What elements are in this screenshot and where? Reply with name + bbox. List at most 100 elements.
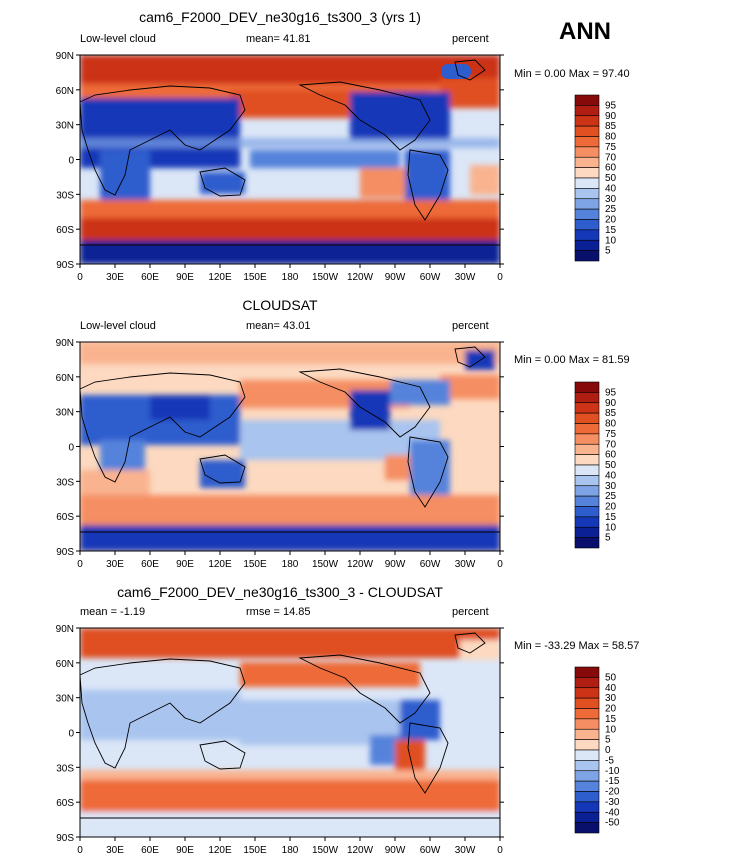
panel-3-coastlines	[79, 632, 500, 819]
panel-3-map	[80, 628, 500, 837]
lon-tick-label: 180	[282, 845, 299, 856]
lon-tick-label: 90E	[176, 845, 194, 856]
colorbar-label: 75	[605, 142, 617, 153]
lat-tick-label: 0	[68, 729, 74, 740]
colorbar-label: -5	[605, 755, 614, 766]
panel-1-units-label: percent	[452, 33, 489, 45]
lat-tick-label: 0	[68, 443, 74, 454]
lon-tick-label: 150W	[312, 845, 339, 856]
lon-tick-label: 30W	[455, 559, 476, 570]
colorbar-swatch	[574, 250, 600, 262]
colorbar-label: 15	[605, 512, 617, 523]
lat-tick-label: 60S	[56, 225, 74, 236]
colorbar-swatch	[574, 156, 600, 168]
colorbar-label: 80	[605, 419, 617, 430]
lon-tick-label: 0	[77, 845, 83, 856]
colorbar-swatch	[574, 739, 600, 751]
colorbar-label: -10	[605, 766, 620, 777]
colorbar-swatch	[574, 219, 600, 231]
lat-tick-label: 60S	[56, 798, 74, 809]
panel-1-coastlines	[79, 59, 500, 246]
panel-3-minmax: Min = -33.29 Max = 58.57	[514, 640, 640, 652]
colorbar-label: 5	[605, 246, 611, 257]
panel-3-rmse-label: rmse = 14.85	[246, 606, 311, 618]
lon-tick-label: 120E	[208, 845, 232, 856]
panel-2-map	[80, 342, 500, 551]
panel-2-variable-label: Low-level cloud	[80, 320, 156, 332]
colorbar-swatch	[574, 506, 600, 518]
lon-tick-label: 60W	[420, 845, 441, 856]
panel-1-mean-label: mean= 41.81	[246, 33, 311, 45]
lon-tick-label: 60E	[141, 845, 159, 856]
colorbar-swatch	[574, 708, 600, 720]
colorbar-label: 50	[605, 460, 617, 471]
lon-tick-label: 0	[497, 559, 503, 570]
colorbar-label: 30	[605, 481, 617, 492]
colorbar-swatch	[574, 412, 600, 424]
panel-2-minmax: Min = 0.00 Max = 81.59	[514, 354, 630, 366]
colorbar-swatch	[574, 749, 600, 761]
lon-tick-label: 90W	[385, 272, 406, 283]
panel-1-title: cam6_F2000_DEV_ne30g16_ts300_3 (yrs 1)	[139, 9, 421, 25]
lon-tick-label: 90W	[385, 559, 406, 570]
colorbar-swatch	[574, 167, 600, 179]
colorbar-label: 15	[605, 225, 617, 236]
lon-tick-label: 90E	[176, 272, 194, 283]
colorbar-label: -20	[605, 787, 620, 798]
lon-tick-label: 60W	[420, 272, 441, 283]
colorbar-label: 60	[605, 450, 617, 461]
colorbar-label: -30	[605, 797, 620, 808]
colorbar-label: 50	[605, 672, 617, 683]
colorbar-swatch	[574, 177, 600, 189]
colorbar-label: -40	[605, 807, 620, 818]
lon-tick-label: 30E	[106, 559, 124, 570]
lat-tick-label: 60N	[56, 659, 74, 670]
lon-tick-label: 120W	[347, 559, 374, 570]
colorbar-label: 95	[605, 100, 617, 111]
colorbar-label: 10	[605, 235, 617, 246]
colorbar-swatch	[574, 760, 600, 772]
colorbar-label: -15	[605, 776, 620, 787]
colorbar-label: 5	[605, 735, 611, 746]
colorbar-swatch	[574, 146, 600, 158]
colorbar-label: 25	[605, 204, 617, 215]
lon-tick-label: 90W	[385, 845, 406, 856]
colorbar-label: 15	[605, 714, 617, 725]
colorbar-label: 60	[605, 163, 617, 174]
colorbar-swatch	[574, 537, 600, 549]
colorbar-swatch	[574, 115, 600, 127]
colorbar-swatch	[574, 136, 600, 148]
lon-tick-label: 0	[77, 559, 83, 570]
colorbar-swatch	[574, 811, 600, 823]
lon-tick-label: 120W	[347, 272, 374, 283]
panel-2-units-label: percent	[452, 320, 489, 332]
colorbar-swatch	[574, 443, 600, 455]
colorbar-label: 20	[605, 704, 617, 715]
panel-3-title: cam6_F2000_DEV_ne30g16_ts300_3 - CLOUDSA…	[117, 584, 443, 600]
season-label: ANN	[559, 18, 611, 45]
colorbar-swatch	[574, 125, 600, 137]
lat-tick-label: 60S	[56, 512, 74, 523]
colorbar-swatch	[574, 526, 600, 538]
colorbar-label: 80	[605, 132, 617, 143]
lat-tick-label: 90S	[56, 260, 74, 271]
colorbar-swatch	[574, 188, 600, 200]
lon-tick-label: 30E	[106, 272, 124, 283]
lon-tick-label: 60E	[141, 559, 159, 570]
lon-tick-label: 30E	[106, 845, 124, 856]
lon-tick-label: 150E	[243, 272, 267, 283]
lat-tick-label: 90S	[56, 547, 74, 558]
lon-tick-label: 120E	[208, 272, 232, 283]
colorbar-label: 40	[605, 470, 617, 481]
panel-1-variable-label: Low-level cloud	[80, 33, 156, 45]
colorbar-label: 10	[605, 724, 617, 735]
colorbar-label: 0	[605, 745, 611, 756]
lat-tick-label: 60N	[56, 86, 74, 97]
colorbar-swatch	[574, 516, 600, 528]
lat-tick-label: 90N	[56, 624, 74, 635]
lat-tick-label: 90S	[56, 833, 74, 844]
